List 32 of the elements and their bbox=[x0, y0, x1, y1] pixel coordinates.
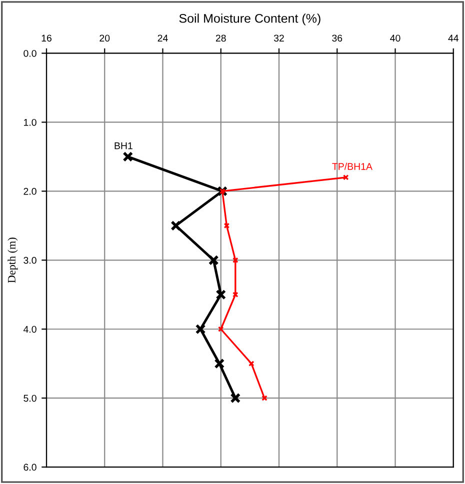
point bbox=[170, 220, 182, 231]
x-tick-label: 32 bbox=[274, 34, 284, 42]
y-axis-title: Depth (m) bbox=[8, 238, 18, 283]
y-tick-label: 0.0 bbox=[24, 50, 36, 57]
x-tick-label: 24 bbox=[158, 34, 168, 42]
point bbox=[122, 151, 134, 162]
point bbox=[248, 360, 254, 367]
x-tick-label: 20 bbox=[100, 34, 110, 42]
chart-title: Soil Moisture Content (%) bbox=[179, 14, 320, 26]
y-tick-label: 5.0 bbox=[24, 394, 36, 402]
point bbox=[219, 188, 226, 194]
series-label: BH1 bbox=[114, 142, 132, 150]
point bbox=[224, 222, 230, 229]
y-tick-label: 6.0 bbox=[24, 464, 36, 471]
point bbox=[218, 326, 224, 332]
x-tick-label: 16 bbox=[42, 34, 52, 42]
y-tick-label: 4.0 bbox=[23, 326, 36, 333]
series-label: TP/BH1A bbox=[332, 162, 372, 170]
point bbox=[208, 254, 219, 266]
point bbox=[230, 392, 241, 404]
point bbox=[195, 324, 206, 334]
point bbox=[232, 292, 238, 298]
x-tick-label: 44 bbox=[448, 34, 458, 42]
point bbox=[214, 358, 225, 369]
y-tick-label: 2.0 bbox=[24, 188, 36, 195]
y-tick-label: 1.0 bbox=[24, 118, 36, 126]
x-tick-label: 40 bbox=[390, 34, 400, 42]
x-tick-label: 36 bbox=[332, 34, 342, 42]
y-tick-label: 3.0 bbox=[24, 256, 36, 264]
point bbox=[216, 289, 226, 300]
x-tick-label: 28 bbox=[216, 34, 226, 42]
point bbox=[232, 257, 238, 264]
